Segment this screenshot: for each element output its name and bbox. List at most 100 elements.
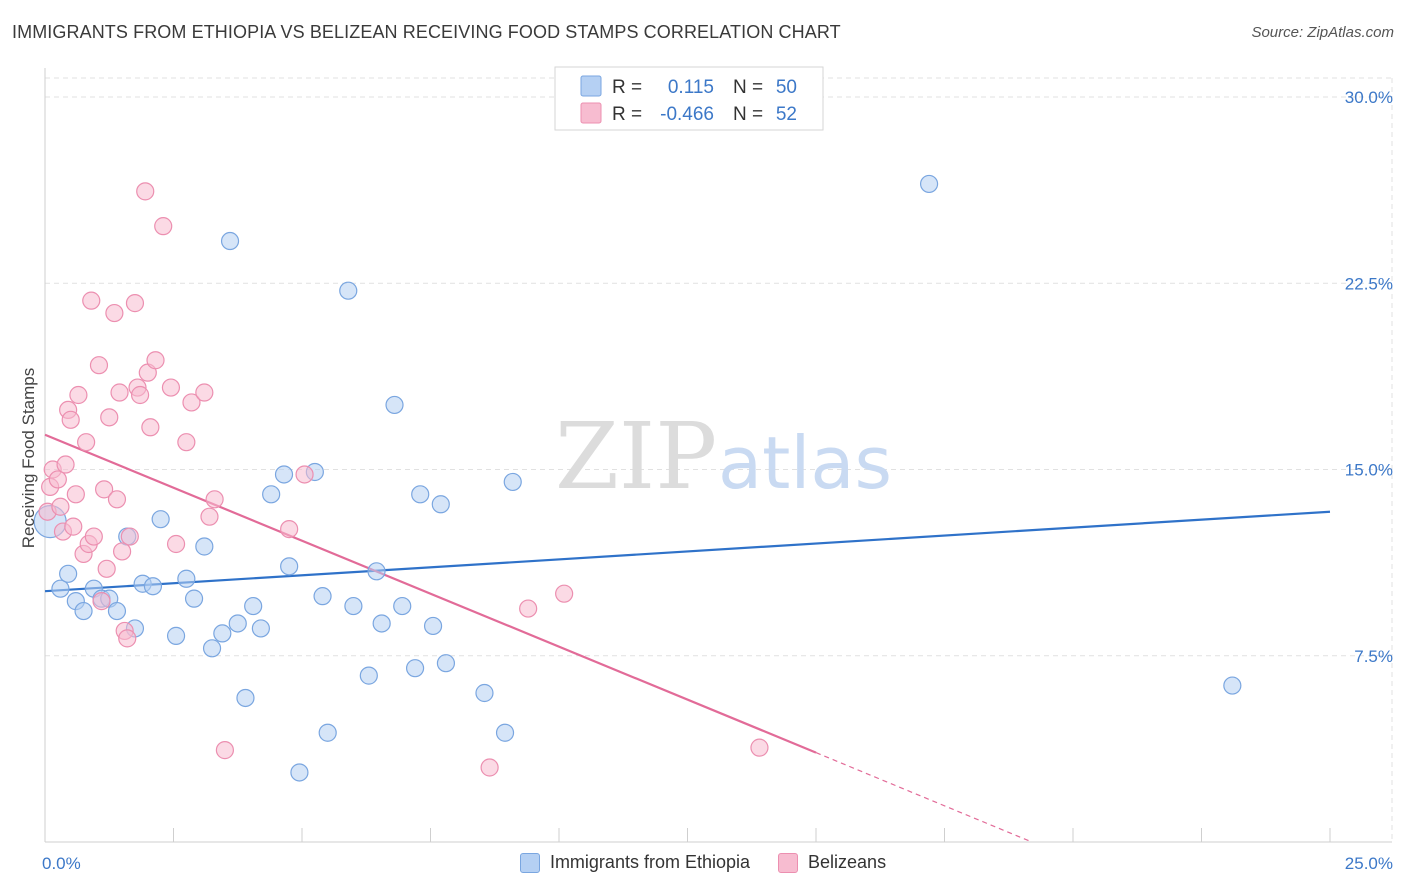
point-ethiopia-37: [385, 395, 404, 415]
x-tick-label-0: 0.0%: [42, 854, 81, 873]
legend-swatch-ethiopia: [580, 75, 602, 97]
point-ethiopia-35: [367, 562, 386, 581]
point-belizeans-9: [64, 517, 83, 536]
point-belizeans-39: [177, 433, 196, 452]
point-ethiopia-30: [313, 587, 332, 606]
point-belizeans-27: [118, 629, 137, 648]
point-ethiopia-48: [1223, 676, 1242, 695]
point-belizeans-34: [141, 418, 160, 437]
point-belizeans-21: [100, 408, 119, 427]
point-belizeans-3: [48, 470, 67, 489]
point-ethiopia-27: [280, 557, 299, 576]
point-ethiopia-17: [195, 537, 214, 556]
point-belizeans-49: [555, 584, 574, 603]
point-ethiopia-22: [236, 688, 255, 708]
series-legend: Immigrants from Ethiopia Belizeans: [0, 852, 1406, 873]
legend-item-ethiopia: Immigrants from Ethiopia: [519, 852, 751, 873]
point-belizeans-31: [130, 385, 150, 405]
point-ethiopia-38: [393, 596, 412, 616]
point-belizeans-44: [215, 741, 234, 760]
source-label: Source: ZipAtlas.com: [1251, 24, 1394, 41]
point-ethiopia-2: [59, 564, 78, 583]
point-belizeans-37: [161, 378, 181, 397]
point-ethiopia-45: [495, 723, 515, 742]
point-belizeans-28: [120, 527, 139, 546]
point-belizeans-25: [112, 542, 132, 561]
legend-item-belizeans: Belizeans: [778, 852, 886, 873]
point-belizeans-36: [154, 217, 173, 236]
point-belizeans-41: [195, 383, 214, 402]
point-ethiopia-15: [177, 569, 196, 588]
legend-swatch-ethiopia-bottom: [519, 852, 540, 873]
point-ethiopia-20: [220, 231, 240, 251]
point-belizeans-45: [280, 519, 299, 539]
point-ethiopia-12: [143, 577, 163, 596]
x-tick-label-1: 25.0%: [1345, 854, 1393, 873]
point-ethiopia-23: [244, 596, 263, 616]
legend-n-label-belizeans: N =: [733, 104, 763, 125]
point-ethiopia-44: [475, 683, 494, 703]
point-ethiopia-42: [431, 495, 450, 514]
point-ethiopia-13: [151, 510, 170, 529]
stats-legend: R = 0.115 N = 50 R = -0.466 N = 52: [554, 66, 824, 131]
legend-r-label-ethiopia: R =: [612, 77, 642, 98]
legend-n-label-ethiopia: N =: [733, 77, 763, 98]
point-ethiopia-39: [405, 659, 425, 678]
point-belizeans-48: [519, 599, 538, 618]
point-belizeans-8: [61, 410, 80, 429]
point-ethiopia-31: [318, 723, 337, 742]
point-belizeans-18: [92, 592, 111, 611]
legend-label-ethiopia: Immigrants from Ethiopia: [549, 852, 751, 872]
legend-label-belizeans: Belizeans: [808, 852, 887, 872]
point-belizeans-38: [166, 534, 186, 554]
point-belizeans-35: [146, 351, 165, 370]
point-belizeans-16: [84, 527, 103, 546]
point-ethiopia-25: [262, 485, 281, 504]
point-ethiopia-21: [228, 614, 247, 633]
trend-line-belizeans: [44, 433, 817, 754]
point-belizeans-29: [125, 294, 145, 313]
point-ethiopia-41: [423, 616, 443, 636]
point-ethiopia-36: [372, 614, 391, 633]
point-belizeans-23: [107, 490, 127, 509]
point-belizeans-42: [200, 507, 219, 526]
legend-r-value-belizeans: -0.466: [660, 104, 714, 125]
y-tick-label-0: 7.5%: [1354, 647, 1393, 666]
point-belizeans-22: [105, 303, 124, 323]
point-ethiopia-24: [251, 619, 270, 638]
point-ethiopia-46: [503, 472, 522, 492]
point-belizeans-20: [97, 559, 116, 578]
point-belizeans-43: [205, 490, 224, 509]
point-ethiopia-33: [344, 596, 363, 616]
y-axis-label: Receiving Food Stamps: [19, 368, 38, 548]
point-ethiopia-47: [919, 174, 939, 194]
trend-line-ethiopia: [44, 510, 1331, 593]
legend-r-value-ethiopia: 0.115: [668, 77, 714, 98]
point-belizeans-17: [89, 356, 109, 375]
point-belizeans-10: [66, 485, 85, 504]
trend-line-belizeans-extension: [815, 752, 1033, 843]
tick-labels: 7.5% 15.0% 22.5% 30.0% 0.0% 25.0%: [42, 88, 1393, 873]
point-belizeans-40: [182, 393, 201, 412]
point-belizeans-11: [69, 385, 88, 405]
point-belizeans-6: [56, 455, 75, 474]
gridlines: [45, 77, 1393, 842]
point-belizeans-50: [750, 738, 769, 757]
chart-title: IMMIGRANTS FROM ETHIOPIA VS BELIZEAN REC…: [12, 22, 841, 42]
point-belizeans-47: [480, 758, 499, 777]
point-ethiopia-28: [290, 763, 309, 782]
point-belizeans-13: [77, 433, 96, 452]
point-ethiopia-14: [166, 626, 186, 645]
data-points: [33, 174, 1242, 782]
y-tick-label-1: 15.0%: [1345, 461, 1393, 480]
y-tick-label-2: 22.5%: [1345, 274, 1393, 293]
point-ethiopia-4: [74, 601, 93, 621]
point-ethiopia-18: [202, 639, 222, 658]
point-ethiopia-43: [436, 654, 456, 673]
point-ethiopia-19: [213, 624, 232, 643]
point-belizeans-19: [95, 480, 114, 499]
point-ethiopia-32: [339, 281, 358, 300]
point-ethiopia-8: [107, 601, 127, 621]
y-tick-label-3: 30.0%: [1345, 88, 1393, 107]
